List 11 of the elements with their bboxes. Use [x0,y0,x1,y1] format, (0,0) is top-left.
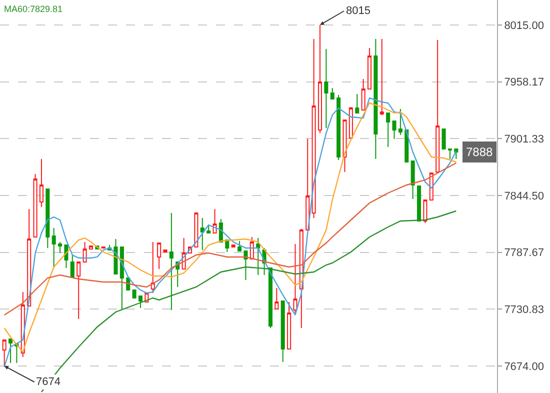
y-tick-label: 7674.00 [504,360,544,373]
annotation: 8015 [346,5,370,17]
y-tick-label: 7901.33 [504,134,544,146]
y-tick-label: 8015.00 [504,20,544,32]
y-tick-label: 7787.67 [504,247,544,260]
y-tick-label: 7730.83 [504,304,544,316]
y-tick-label: 7844.50 [504,190,544,202]
text: 7888 [466,145,494,159]
annotation: 7674 [36,376,60,388]
annotation: MA60:7829.81 [4,4,63,14]
y-tick-label: 7958.17 [504,76,544,89]
